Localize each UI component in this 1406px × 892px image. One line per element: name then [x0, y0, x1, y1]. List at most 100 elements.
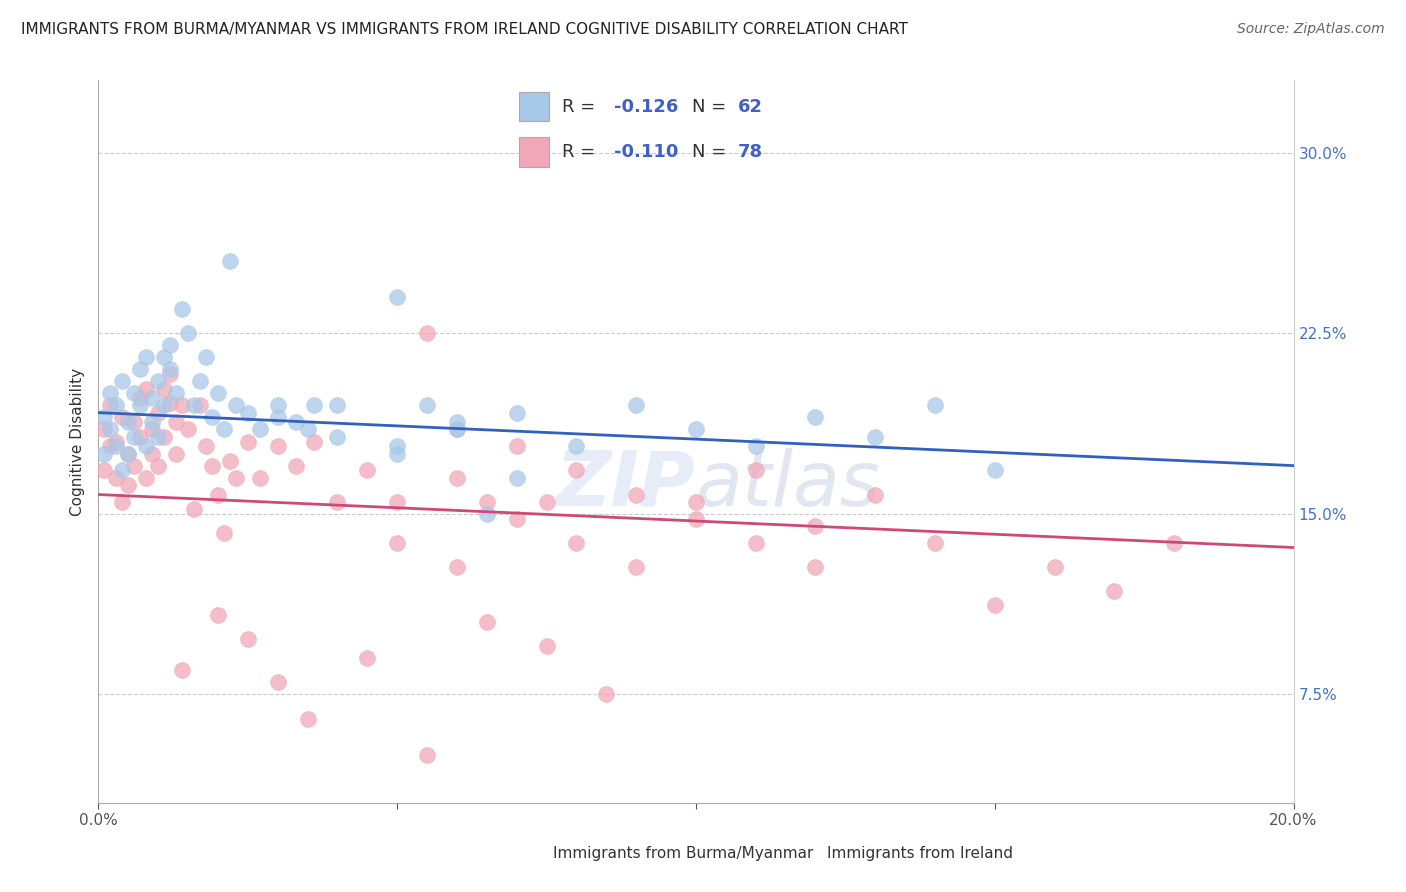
Point	[685, 511, 707, 525]
Point	[105, 434, 128, 449]
Point	[302, 398, 325, 412]
Point	[267, 439, 290, 453]
Point	[225, 398, 247, 412]
Point	[924, 398, 946, 412]
Point	[212, 526, 235, 541]
Point	[249, 471, 271, 485]
Point	[159, 396, 181, 410]
Point	[153, 350, 176, 364]
Text: -0.110: -0.110	[614, 143, 679, 161]
Point	[195, 350, 218, 364]
Point	[183, 502, 205, 516]
Point	[302, 434, 325, 449]
Point	[745, 463, 768, 477]
Point	[105, 471, 128, 485]
Point	[506, 471, 529, 485]
Point	[124, 430, 146, 444]
Point	[267, 675, 290, 690]
Point	[249, 423, 271, 437]
Point	[446, 471, 468, 485]
Point	[236, 406, 259, 420]
Point	[135, 350, 157, 364]
Point	[506, 406, 529, 420]
Point	[446, 415, 468, 429]
Point	[506, 439, 529, 453]
Point	[565, 439, 588, 453]
Point	[1163, 535, 1185, 549]
Point	[626, 398, 648, 412]
Point	[165, 447, 187, 461]
Text: IMMIGRANTS FROM BURMA/MYANMAR VS IMMIGRANTS FROM IRELAND COGNITIVE DISABILITY CO: IMMIGRANTS FROM BURMA/MYANMAR VS IMMIGRA…	[21, 22, 908, 37]
Point	[297, 423, 319, 437]
Point	[804, 519, 827, 533]
Point	[804, 559, 827, 574]
Point	[924, 535, 946, 549]
Text: Immigrants from Ireland: Immigrants from Ireland	[827, 847, 1012, 861]
Point	[93, 423, 115, 437]
Point	[267, 410, 290, 425]
Point	[135, 439, 157, 453]
Point	[416, 398, 439, 412]
Point	[385, 494, 409, 508]
Text: ZIP: ZIP	[557, 448, 696, 522]
Point	[385, 439, 409, 453]
Point	[129, 430, 152, 444]
Point	[745, 535, 768, 549]
Point	[153, 398, 176, 412]
Point	[284, 458, 307, 473]
Point	[117, 447, 139, 461]
Point	[207, 607, 229, 622]
Point	[865, 487, 887, 501]
Point	[385, 290, 409, 304]
Point	[536, 494, 558, 508]
Point	[236, 632, 259, 646]
Point	[595, 687, 617, 701]
Point	[984, 599, 1007, 613]
Point	[117, 478, 139, 492]
Point	[356, 463, 378, 477]
Point	[385, 535, 409, 549]
Point	[172, 398, 194, 412]
Y-axis label: Cognitive Disability: Cognitive Disability	[69, 368, 84, 516]
Point	[536, 639, 558, 653]
Point	[565, 463, 588, 477]
Point	[159, 362, 181, 376]
Point	[984, 463, 1007, 477]
Point	[219, 253, 242, 268]
Point	[201, 410, 224, 425]
Point	[148, 375, 170, 389]
Point	[745, 439, 768, 453]
Point	[148, 406, 170, 420]
Point	[326, 430, 349, 444]
Point	[685, 423, 707, 437]
Point	[148, 458, 170, 473]
Bar	[519, 92, 550, 121]
Point	[105, 398, 128, 412]
Point	[153, 430, 176, 444]
Point	[98, 423, 122, 437]
Point	[865, 430, 887, 444]
Text: N =: N =	[692, 98, 731, 116]
Point	[207, 487, 229, 501]
Point	[177, 423, 200, 437]
Point	[236, 434, 259, 449]
Point	[141, 423, 163, 437]
Point	[475, 494, 498, 508]
Text: Immigrants from Burma/Myanmar: Immigrants from Burma/Myanmar	[553, 847, 813, 861]
Text: 78: 78	[738, 143, 763, 161]
Point	[284, 415, 307, 429]
Point	[98, 439, 122, 453]
Point	[225, 471, 247, 485]
Point	[267, 398, 290, 412]
Point	[446, 423, 468, 437]
Point	[98, 398, 122, 412]
Point	[565, 535, 588, 549]
Point	[153, 382, 176, 396]
Point	[626, 487, 648, 501]
Point	[93, 410, 115, 425]
Point	[416, 326, 439, 341]
Point	[117, 447, 139, 461]
Point	[135, 471, 157, 485]
Point	[135, 382, 157, 396]
Point	[124, 386, 146, 401]
